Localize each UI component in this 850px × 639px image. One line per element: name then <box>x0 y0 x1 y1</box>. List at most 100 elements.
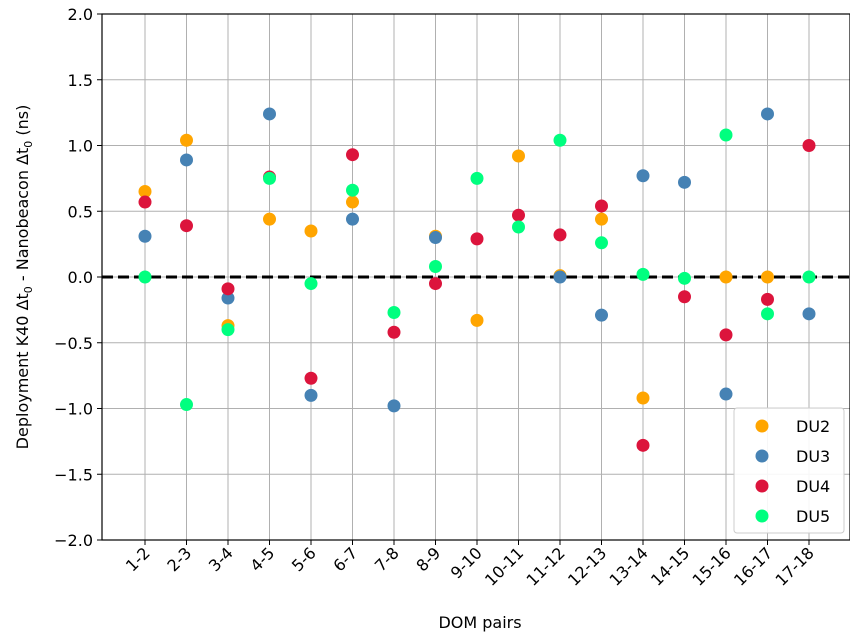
x-tick-label: 14-15 <box>647 543 693 589</box>
point-du2-16-17 <box>761 270 774 284</box>
point-du5-12-13 <box>595 236 608 250</box>
x-tick-label: 16-17 <box>730 543 776 589</box>
point-du2-9-10 <box>470 313 484 327</box>
x-tick-label: 5-6 <box>288 543 320 575</box>
x-tick-label: 2-3 <box>163 543 195 575</box>
point-du5-5-6 <box>304 277 318 291</box>
point-du4-17-18 <box>802 139 816 152</box>
point-du3-11-12 <box>553 270 567 284</box>
legend-label-du2: DU2 <box>796 417 830 436</box>
point-du4-7-8 <box>387 325 401 339</box>
point-du4-11-12 <box>553 228 567 242</box>
point-du3-17-18 <box>802 307 816 321</box>
point-du5-3-4 <box>221 323 235 337</box>
x-tick-label: 9-10 <box>447 543 486 582</box>
point-du2-4-5 <box>263 212 276 226</box>
x-tick-label: 15-16 <box>689 543 735 589</box>
point-du3-13-14 <box>636 169 650 183</box>
point-du5-6-7 <box>346 183 359 197</box>
point-du5-9-10 <box>470 171 484 185</box>
point-du3-8-9 <box>429 231 442 245</box>
point-du2-13-14 <box>636 391 650 405</box>
legend-box <box>733 407 845 534</box>
y-axis-title: Deployment K40 Δt0 - Nanobeacon Δt0 (ns) <box>13 105 35 450</box>
point-du3-14-15 <box>678 175 691 189</box>
y-tick-label: 2.0 <box>68 5 93 24</box>
point-du2-10-11 <box>512 149 525 163</box>
x-tick-label: 6-7 <box>329 543 361 575</box>
x-tick-label: 3-4 <box>205 543 237 575</box>
x-tick-label: 8-9 <box>412 543 444 575</box>
point-du4-5-6 <box>304 371 318 385</box>
point-du3-2-3 <box>180 153 193 167</box>
y-tick-label: −0.5 <box>54 334 93 353</box>
point-du5-13-14 <box>636 267 650 281</box>
x-tick-label: 1-2 <box>122 543 154 575</box>
y-tick-label: −1.5 <box>54 465 93 484</box>
x-tick-label: 4-5 <box>246 543 278 575</box>
point-du3-12-13 <box>595 308 608 322</box>
x-tick-label: 7-8 <box>371 543 403 575</box>
point-du5-17-18 <box>802 270 816 284</box>
x-axis-title: DOM pairs <box>438 613 521 632</box>
point-du5-8-9 <box>429 259 442 273</box>
x-tick-label: 11-12 <box>523 543 569 589</box>
point-du2-2-3 <box>180 133 193 147</box>
y-axis-title-part-b: - Nanobeacon Δt <box>13 148 32 286</box>
point-du4-1-2 <box>138 195 152 209</box>
point-du5-14-15 <box>678 271 691 285</box>
x-tick-label: 13-14 <box>606 543 652 589</box>
point-du5-4-5 <box>263 171 276 185</box>
point-du4-13-14 <box>636 438 650 452</box>
point-du4-2-3 <box>180 219 193 233</box>
point-du2-5-6 <box>304 224 318 238</box>
y-axis-title-part-c: (ns) <box>13 105 32 141</box>
y-tick-label: 1.0 <box>68 137 93 156</box>
point-du4-6-7 <box>346 148 359 162</box>
point-du2-12-13 <box>595 212 608 226</box>
point-du3-7-8 <box>387 399 401 413</box>
y-axis-title-part-a: Deployment K40 Δt <box>13 293 32 449</box>
point-du4-8-9 <box>429 277 442 291</box>
point-du3-16-17 <box>761 107 774 121</box>
x-tick-label: 17-18 <box>772 543 818 589</box>
point-du2-6-7 <box>346 195 359 209</box>
data-points <box>138 107 816 452</box>
point-du3-5-6 <box>304 388 318 402</box>
point-du4-12-13 <box>595 199 608 213</box>
point-du4-14-15 <box>678 290 691 304</box>
x-tick-label: 12-13 <box>564 543 610 589</box>
y-tick-label: 0.0 <box>68 268 93 287</box>
y-tick-label: 1.5 <box>68 71 93 90</box>
point-du3-6-7 <box>346 212 359 226</box>
point-du5-1-2 <box>138 270 152 284</box>
x-tick-label: 10-11 <box>481 543 527 589</box>
point-du5-7-8 <box>387 306 401 320</box>
point-du2-1-2 <box>138 185 152 199</box>
point-du3-4-5 <box>263 107 276 121</box>
point-du3-1-2 <box>138 229 152 243</box>
y-axis-title-sub-2: 0 <box>22 141 35 148</box>
legend-label-du4: DU4 <box>796 477 830 496</box>
point-du4-15-16 <box>719 328 733 342</box>
y-axis-title-sub-1: 0 <box>22 286 35 293</box>
point-du5-15-16 <box>719 128 733 142</box>
point-du3-3-4 <box>221 291 235 305</box>
legend-marker-du4 <box>755 479 769 493</box>
point-du5-16-17 <box>761 307 774 321</box>
point-du4-16-17 <box>761 292 774 306</box>
y-tick-label: −2.0 <box>54 531 93 550</box>
point-du5-2-3 <box>180 398 193 412</box>
point-du5-10-11 <box>512 220 525 234</box>
point-du2-15-16 <box>719 270 733 284</box>
point-du4-3-4 <box>221 282 235 296</box>
legend: DU2 DU3 DU4 DU5 <box>733 407 845 534</box>
legend-label-du3: DU3 <box>796 447 830 466</box>
legend-marker-du2 <box>755 419 769 433</box>
point-du5-11-12 <box>553 133 567 147</box>
point-du3-15-16 <box>719 387 733 401</box>
y-tick-label: 0.5 <box>68 202 93 221</box>
point-du4-9-10 <box>470 232 484 246</box>
legend-marker-du3 <box>755 449 769 463</box>
